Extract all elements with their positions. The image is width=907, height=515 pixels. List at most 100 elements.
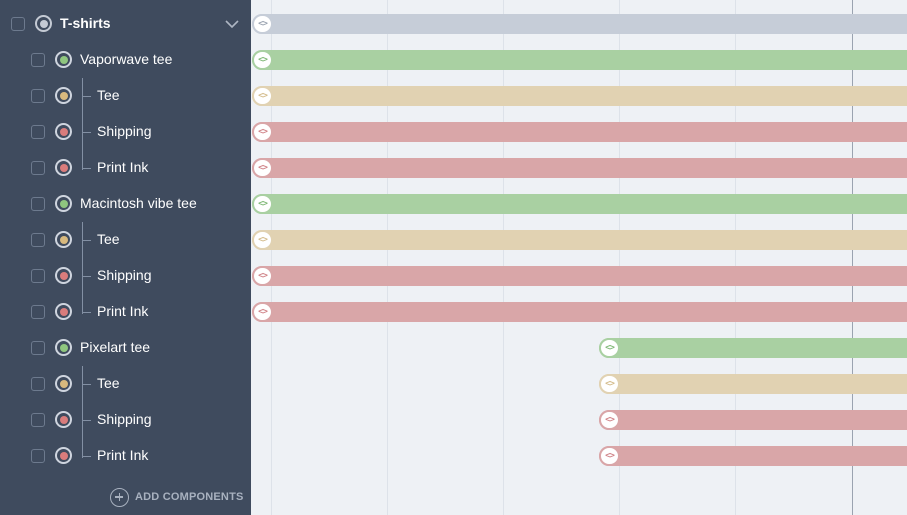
component-bar[interactable]: <> xyxy=(252,302,907,322)
component-row[interactable]: Print Ink xyxy=(0,438,251,474)
component-checkbox[interactable] xyxy=(31,125,45,139)
component-bar[interactable]: <> xyxy=(252,158,907,178)
tree-branch xyxy=(82,420,91,421)
component-bar[interactable]: <> xyxy=(252,266,907,286)
tree-branch xyxy=(82,456,91,457)
component-row[interactable]: Print Ink xyxy=(0,294,251,330)
tree-branch xyxy=(82,312,91,313)
component-label: Shipping xyxy=(97,123,152,139)
component-bar[interactable]: <> xyxy=(252,122,907,142)
drag-handle-icon[interactable]: <> xyxy=(599,446,620,466)
status-green-icon xyxy=(55,195,72,212)
component-bar[interactable]: <> xyxy=(599,410,907,430)
component-row[interactable]: Tee xyxy=(0,366,251,402)
product-bar[interactable]: <> xyxy=(599,338,907,358)
group-checkbox[interactable] xyxy=(11,17,25,31)
product-row[interactable]: Pixelart tee xyxy=(0,330,251,366)
group-bar[interactable]: <> xyxy=(252,14,907,34)
timeline-area[interactable]: <> <> <> <> <> <> <> <> <> <> <> <> <> xyxy=(251,0,907,515)
status-red-icon xyxy=(55,411,72,428)
component-label: Shipping xyxy=(97,411,152,427)
drag-handle-icon[interactable]: <> xyxy=(599,338,620,358)
component-label: Tee xyxy=(97,87,120,103)
component-label: Shipping xyxy=(97,267,152,283)
add-components-button[interactable]: ADD COMPONENTS xyxy=(110,487,244,507)
drag-handle-icon[interactable]: <> xyxy=(599,410,620,430)
component-checkbox[interactable] xyxy=(31,449,45,463)
component-row[interactable]: Tee xyxy=(0,222,251,258)
status-tan-icon xyxy=(55,375,72,392)
component-checkbox[interactable] xyxy=(31,413,45,427)
status-red-icon xyxy=(55,447,72,464)
tree-connector xyxy=(82,78,83,170)
chevron-down-icon[interactable] xyxy=(224,16,240,32)
status-tan-icon xyxy=(55,87,72,104)
gridline xyxy=(619,0,620,515)
tree-branch xyxy=(82,132,91,133)
gridline xyxy=(387,0,388,515)
drag-handle-icon[interactable]: <> xyxy=(252,86,273,106)
tree-branch xyxy=(82,96,91,97)
component-checkbox[interactable] xyxy=(31,161,45,175)
status-green-icon xyxy=(55,51,72,68)
drag-handle-icon[interactable]: <> xyxy=(252,302,273,322)
product-label: Macintosh vibe tee xyxy=(80,195,197,211)
component-label: Print Ink xyxy=(97,303,149,319)
status-tan-icon xyxy=(55,231,72,248)
group-row-tshirts[interactable]: T-shirts xyxy=(0,6,251,42)
today-marker xyxy=(852,0,853,515)
product-checkbox[interactable] xyxy=(31,197,45,211)
component-row[interactable]: Shipping xyxy=(0,114,251,150)
component-bar[interactable]: <> xyxy=(252,230,907,250)
status-red-icon xyxy=(55,123,72,140)
drag-handle-icon[interactable]: <> xyxy=(252,266,273,286)
tree-branch xyxy=(82,384,91,385)
product-label: Pixelart tee xyxy=(80,339,151,355)
drag-handle-icon[interactable]: <> xyxy=(252,122,273,142)
product-row[interactable]: Macintosh vibe tee xyxy=(0,186,251,222)
drag-handle-icon[interactable]: <> xyxy=(252,158,273,178)
tree-branch xyxy=(82,240,91,241)
tree-connector xyxy=(82,222,83,314)
component-row[interactable]: Print Ink xyxy=(0,150,251,186)
product-checkbox[interactable] xyxy=(31,341,45,355)
drag-handle-icon[interactable]: <> xyxy=(252,50,273,70)
group-title: T-shirts xyxy=(60,15,111,31)
product-bar[interactable]: <> xyxy=(252,194,907,214)
component-label: Tee xyxy=(97,231,120,247)
sidebar: T-shirts Vaporwave tee Tee Shipping Prin… xyxy=(0,0,251,515)
product-label: Vaporwave tee xyxy=(80,51,173,67)
tree-branch xyxy=(82,168,91,169)
tree-connector xyxy=(82,366,83,458)
add-components-label: ADD COMPONENTS xyxy=(135,491,244,503)
component-checkbox[interactable] xyxy=(31,377,45,391)
status-red-icon xyxy=(55,159,72,176)
component-row[interactable]: Shipping xyxy=(0,258,251,294)
status-red-icon xyxy=(55,303,72,320)
component-label: Tee xyxy=(97,375,120,391)
drag-handle-icon[interactable]: <> xyxy=(252,230,273,250)
component-checkbox[interactable] xyxy=(31,233,45,247)
component-bar[interactable]: <> xyxy=(252,86,907,106)
component-bar[interactable]: <> xyxy=(599,374,907,394)
product-checkbox[interactable] xyxy=(31,53,45,67)
component-checkbox[interactable] xyxy=(31,305,45,319)
gridline xyxy=(271,0,272,515)
component-label: Print Ink xyxy=(97,447,149,463)
status-red-icon xyxy=(55,267,72,284)
component-checkbox[interactable] xyxy=(31,89,45,103)
component-label: Print Ink xyxy=(97,159,149,175)
gridline xyxy=(503,0,504,515)
component-checkbox[interactable] xyxy=(31,269,45,283)
component-row[interactable]: Tee xyxy=(0,78,251,114)
drag-handle-icon[interactable]: <> xyxy=(252,194,273,214)
circle-dot-icon xyxy=(35,15,52,32)
component-bar[interactable]: <> xyxy=(599,446,907,466)
product-bar[interactable]: <> xyxy=(252,50,907,70)
status-green-icon xyxy=(55,339,72,356)
component-row[interactable]: Shipping xyxy=(0,402,251,438)
drag-handle-icon[interactable]: <> xyxy=(252,14,273,34)
drag-handle-icon[interactable]: <> xyxy=(599,374,620,394)
product-row[interactable]: Vaporwave tee xyxy=(0,42,251,78)
plus-circle-icon xyxy=(110,487,129,507)
